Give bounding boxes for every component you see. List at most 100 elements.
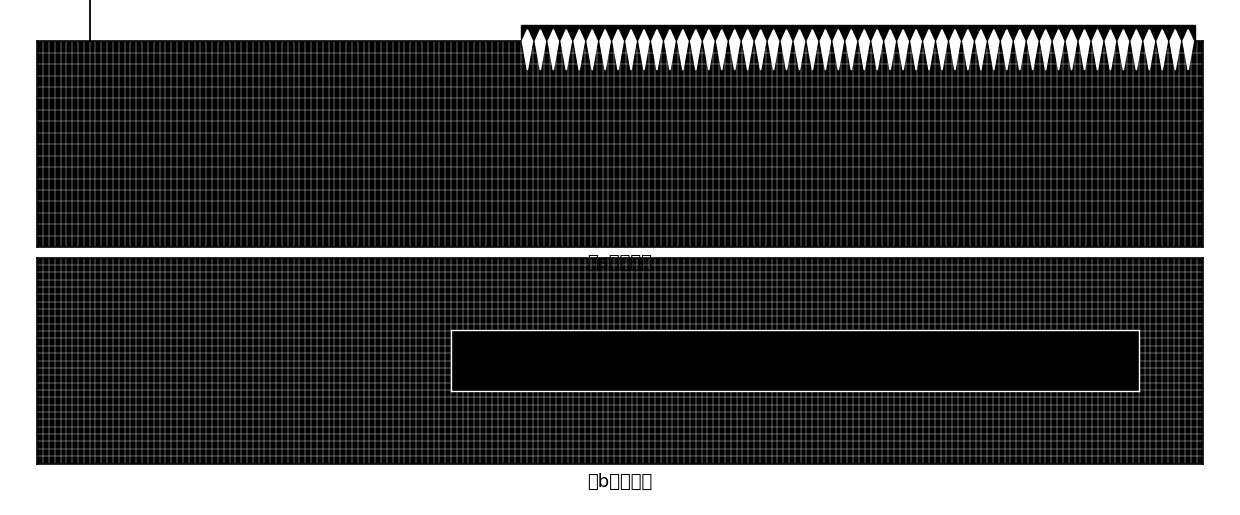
- Polygon shape: [536, 30, 546, 41]
- Polygon shape: [795, 30, 805, 41]
- Polygon shape: [548, 30, 558, 41]
- Polygon shape: [1118, 41, 1128, 70]
- Bar: [451, 330, 1138, 391]
- Polygon shape: [639, 41, 650, 70]
- Polygon shape: [1014, 41, 1025, 70]
- Polygon shape: [729, 41, 740, 70]
- Polygon shape: [820, 30, 831, 41]
- Polygon shape: [703, 41, 714, 70]
- Text: （a）侧视图: （a）侧视图: [588, 254, 652, 271]
- Polygon shape: [833, 41, 843, 70]
- Polygon shape: [743, 41, 753, 70]
- Polygon shape: [600, 30, 610, 41]
- Polygon shape: [1079, 30, 1090, 41]
- Polygon shape: [626, 41, 636, 70]
- Polygon shape: [717, 30, 727, 41]
- Polygon shape: [1002, 30, 1012, 41]
- Polygon shape: [717, 41, 727, 70]
- Polygon shape: [743, 30, 753, 41]
- Polygon shape: [691, 30, 701, 41]
- Polygon shape: [1054, 41, 1064, 70]
- Polygon shape: [924, 41, 934, 70]
- Polygon shape: [1092, 41, 1102, 70]
- Polygon shape: [1183, 30, 1193, 41]
- Polygon shape: [522, 30, 533, 41]
- Polygon shape: [976, 30, 986, 41]
- Polygon shape: [1028, 30, 1038, 41]
- Polygon shape: [1002, 41, 1012, 70]
- Polygon shape: [652, 30, 662, 41]
- Polygon shape: [962, 41, 973, 70]
- Polygon shape: [613, 41, 624, 70]
- Polygon shape: [1079, 41, 1090, 70]
- Polygon shape: [1118, 30, 1128, 41]
- Bar: [521, 41, 1194, 44]
- Polygon shape: [1092, 30, 1102, 41]
- Polygon shape: [1040, 30, 1050, 41]
- Polygon shape: [769, 41, 779, 70]
- Polygon shape: [988, 41, 999, 70]
- Polygon shape: [574, 41, 584, 70]
- Polygon shape: [1131, 30, 1142, 41]
- Polygon shape: [859, 30, 869, 41]
- Polygon shape: [1066, 41, 1076, 70]
- Polygon shape: [678, 41, 688, 70]
- Polygon shape: [613, 30, 624, 41]
- Polygon shape: [988, 30, 999, 41]
- Polygon shape: [1171, 41, 1180, 70]
- Polygon shape: [898, 30, 909, 41]
- Polygon shape: [976, 41, 986, 70]
- Polygon shape: [807, 30, 817, 41]
- Bar: [521, 41, 1194, 47]
- Polygon shape: [587, 30, 598, 41]
- Polygon shape: [962, 30, 973, 41]
- Polygon shape: [703, 30, 714, 41]
- Polygon shape: [795, 41, 805, 70]
- Polygon shape: [1145, 30, 1154, 41]
- Polygon shape: [1171, 30, 1180, 41]
- Polygon shape: [1028, 41, 1038, 70]
- Polygon shape: [1105, 30, 1116, 41]
- Polygon shape: [898, 41, 909, 70]
- Polygon shape: [936, 41, 947, 70]
- Polygon shape: [872, 30, 883, 41]
- Polygon shape: [560, 41, 572, 70]
- Polygon shape: [872, 41, 883, 70]
- Polygon shape: [1157, 30, 1167, 41]
- Polygon shape: [665, 41, 675, 70]
- Polygon shape: [548, 41, 558, 70]
- Polygon shape: [950, 41, 960, 70]
- Polygon shape: [652, 41, 662, 70]
- Polygon shape: [626, 30, 636, 41]
- Polygon shape: [587, 41, 598, 70]
- Polygon shape: [807, 41, 817, 70]
- Bar: [521, 25, 1194, 41]
- Text: （b）俧视图: （b）俧视图: [588, 473, 652, 490]
- Polygon shape: [600, 41, 610, 70]
- Polygon shape: [1157, 41, 1167, 70]
- Polygon shape: [755, 41, 766, 70]
- Polygon shape: [560, 30, 572, 41]
- Polygon shape: [820, 41, 831, 70]
- Polygon shape: [769, 30, 779, 41]
- Polygon shape: [1014, 30, 1025, 41]
- Polygon shape: [781, 30, 791, 41]
- Polygon shape: [1145, 41, 1154, 70]
- Polygon shape: [911, 30, 921, 41]
- Polygon shape: [522, 41, 533, 70]
- Polygon shape: [859, 41, 869, 70]
- Polygon shape: [665, 30, 675, 41]
- Polygon shape: [885, 41, 895, 70]
- Polygon shape: [781, 41, 791, 70]
- Polygon shape: [678, 30, 688, 41]
- Polygon shape: [755, 30, 766, 41]
- Polygon shape: [911, 41, 921, 70]
- Polygon shape: [846, 41, 857, 70]
- Polygon shape: [936, 30, 947, 41]
- Polygon shape: [1131, 41, 1142, 70]
- Polygon shape: [1066, 30, 1076, 41]
- Polygon shape: [1040, 41, 1050, 70]
- Polygon shape: [1183, 41, 1193, 70]
- Polygon shape: [639, 30, 650, 41]
- Polygon shape: [536, 41, 546, 70]
